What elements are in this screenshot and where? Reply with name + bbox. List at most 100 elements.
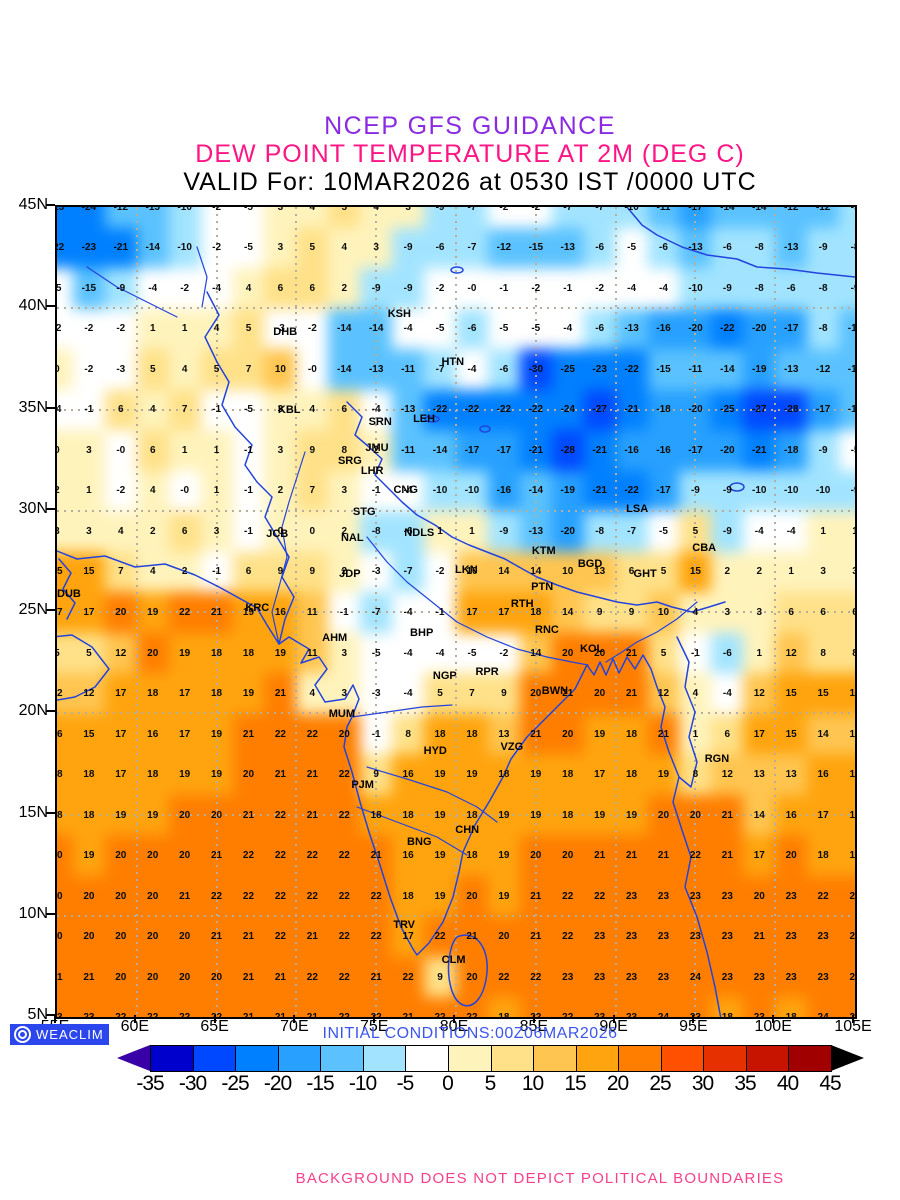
fill-cell [487,207,520,228]
grid-value: 8 [820,647,826,659]
grid-value: -1 [212,566,222,578]
grid-value: 3 [405,207,411,213]
grid-value: -2 [212,207,222,213]
fill-cell [743,227,776,269]
grid-value: 18 [562,769,574,781]
fill-cell [104,754,137,795]
grid-value: -4 [627,282,637,294]
grid-value: -5 [467,647,477,659]
fill-cell [775,308,808,350]
colorbar-segment [236,1046,279,1071]
grid-value: 1 [149,323,156,335]
grid-value: 21 [392,997,424,1017]
grid-value: 23 [817,931,829,943]
grid-value: 2 [149,525,156,537]
grid-value: 17 [817,809,829,821]
grid-value: 3 [341,485,348,497]
grid-value: -13 [783,242,799,254]
fill-cell [136,713,169,755]
city-label-htn: HTN [441,355,465,368]
grid-value: -1 [435,606,445,618]
grid-value: 4 [692,688,699,700]
gridline [57,712,855,715]
fill-cell [551,511,584,552]
grid-value: 22 [242,850,255,862]
x-tick [453,1015,455,1023]
grid-value: 21 [242,728,255,740]
grid-value: 16 [402,850,414,862]
fill-cell [296,754,329,795]
fill-cell [455,673,488,714]
grid-value: 22 [360,997,392,1017]
fill-cell [647,673,680,714]
fill-cell [647,511,680,552]
fill-cell [424,835,456,876]
grid-value: -6 [659,242,668,254]
grid-value: 18 [775,997,807,1017]
grid-value: 20 [657,809,670,821]
city-label-jcb: JCB [266,528,289,541]
fill-cell [775,227,808,269]
fill-cell [264,673,297,714]
grid-value: -5 [244,207,253,213]
grid-value: 3 [820,566,826,578]
x-tick [133,1015,136,1023]
grid-value: -6 [435,242,445,254]
grid-value: 19 [179,647,191,659]
title-valid-time: VALID For: 10MAR2026 at 0530 IST /0000 U… [183,168,757,196]
fill-cell [615,308,648,350]
grid-value: 24 [689,971,701,983]
fill-cell [296,227,329,269]
grid-value: -4 [722,688,732,700]
grid-value: 8 [839,633,855,674]
fill-cell [775,207,808,228]
fill-cell [583,754,616,795]
fill-cell [711,308,744,350]
fill-cell [839,349,855,390]
colorbar-label: -25 [221,1072,249,1095]
grid-value: 5 [149,363,156,375]
fill-cell [743,207,776,228]
fill-cell [424,207,456,228]
grid-value: -5 [435,323,445,335]
colorbar-label: -10 [348,1072,377,1095]
fill-cell [551,268,584,309]
grid-value: -10 [177,207,192,213]
grid-value: 18 [211,647,223,659]
y-axis-label: 30N [18,499,48,517]
grid-value: 23 [721,890,733,902]
x-axis-label: 85E [519,1018,549,1035]
grid-value: 23 [657,931,670,943]
grid-value: 16 [57,728,63,740]
city-label-vzg: VZG [500,741,524,754]
colorbar-segment [661,1046,705,1071]
fill-cell [711,956,744,998]
city-label-jmu: JMU [365,442,389,455]
grid-value: 22 [498,971,510,983]
grid-value: -10 [815,485,831,497]
fill-cell [807,835,840,876]
grid-value: 20 [57,850,63,862]
fill-cell [455,227,488,269]
fill-cell [72,997,105,1017]
grid-value: 3 [341,688,348,700]
grid-value: -4 [403,606,413,618]
grid-value: 24 [839,997,855,1017]
fill-cell [743,470,776,512]
fill-cell [487,835,520,876]
grid-value: 5 [437,688,443,700]
colorbar-under-arrow [117,1045,150,1071]
fill-cell [104,470,137,512]
grid-value: 18 [466,850,478,862]
grid-value: 23 [594,971,606,983]
grid-value: 9 [309,444,316,456]
grid-value: -14 [847,404,855,416]
grid-value: 22 [520,997,552,1017]
fill-cell [424,470,456,512]
grid-value: -28 [560,444,575,456]
fill-cell [136,268,169,309]
grid-value: 14 [753,809,765,821]
fill-cell [615,997,648,1017]
grid-value: 13 [753,769,765,781]
fill-cell [232,551,265,593]
